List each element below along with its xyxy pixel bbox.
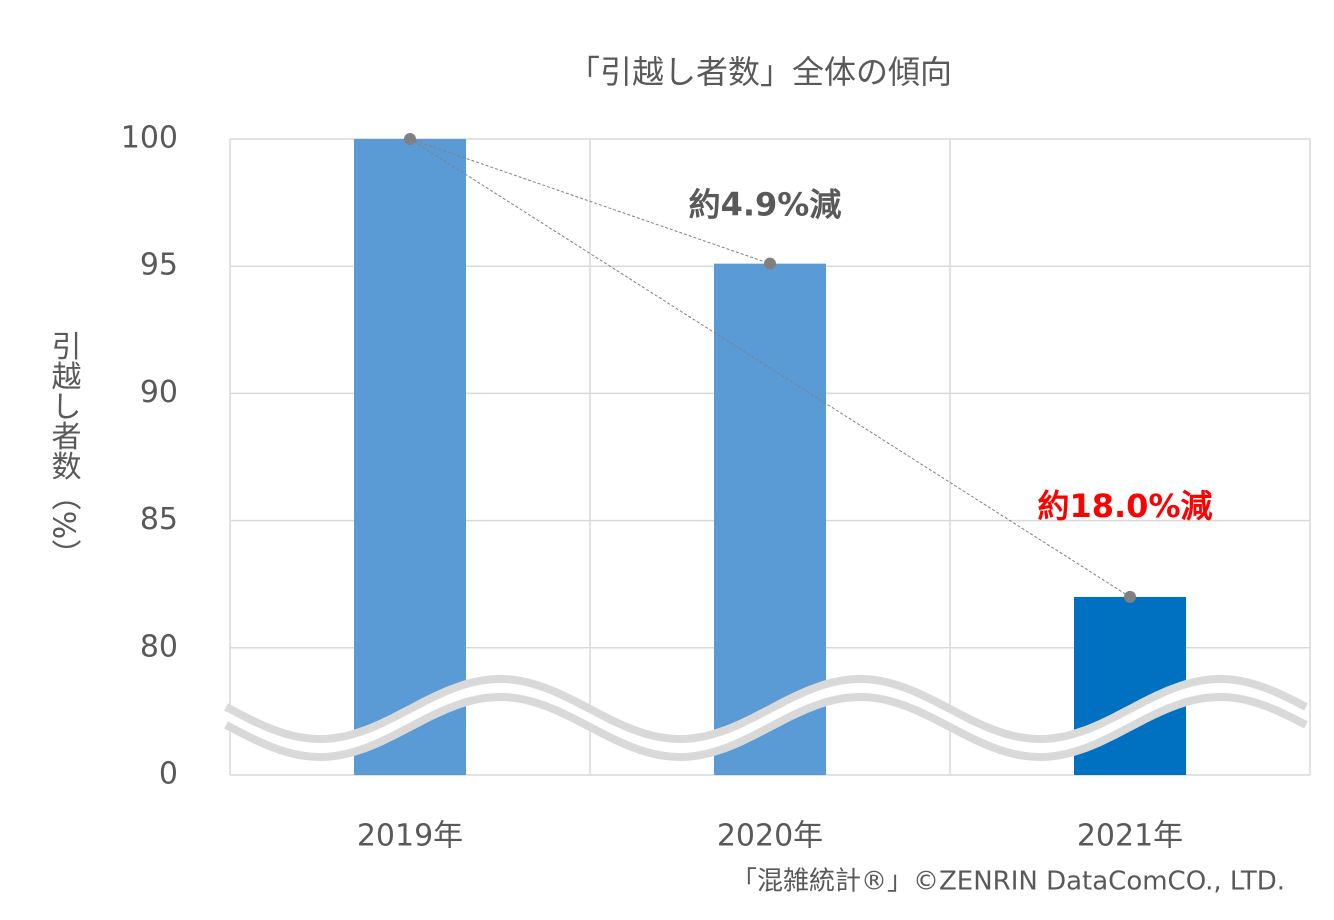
connector [409, 138, 771, 265]
axis-break-gap [221, 678, 1311, 758]
x-tick-label: 2020年 [717, 819, 823, 854]
annotation: 約4.9%減 [689, 186, 842, 224]
x-tick-label: 2021年 [1077, 819, 1183, 854]
chart-title: 「引越し者数」全体の傾向 [568, 53, 952, 91]
annotation: 約18.0%減 [1037, 487, 1212, 525]
axis-break [224, 674, 1308, 744]
x-tick-label: 2019年 [357, 819, 463, 854]
bar [354, 139, 466, 775]
y-tick-label: 90 [140, 375, 178, 410]
y-tick-label: 85 [140, 502, 178, 537]
y-tick-label: 100 [121, 121, 178, 156]
point [1124, 590, 1136, 603]
axis-break [224, 692, 1308, 762]
credit: 「混雑統計®」©ZENRIN DataComCO., LTD. [731, 867, 1285, 897]
connector [409, 138, 1131, 598]
point [764, 257, 776, 270]
y-tick-label: 80 [140, 629, 178, 664]
y-tick-label: 0 [159, 757, 178, 792]
y-tick-label: 95 [140, 248, 178, 283]
point [404, 133, 416, 145]
y-axis-label: 引越し者数（%） [46, 331, 82, 570]
